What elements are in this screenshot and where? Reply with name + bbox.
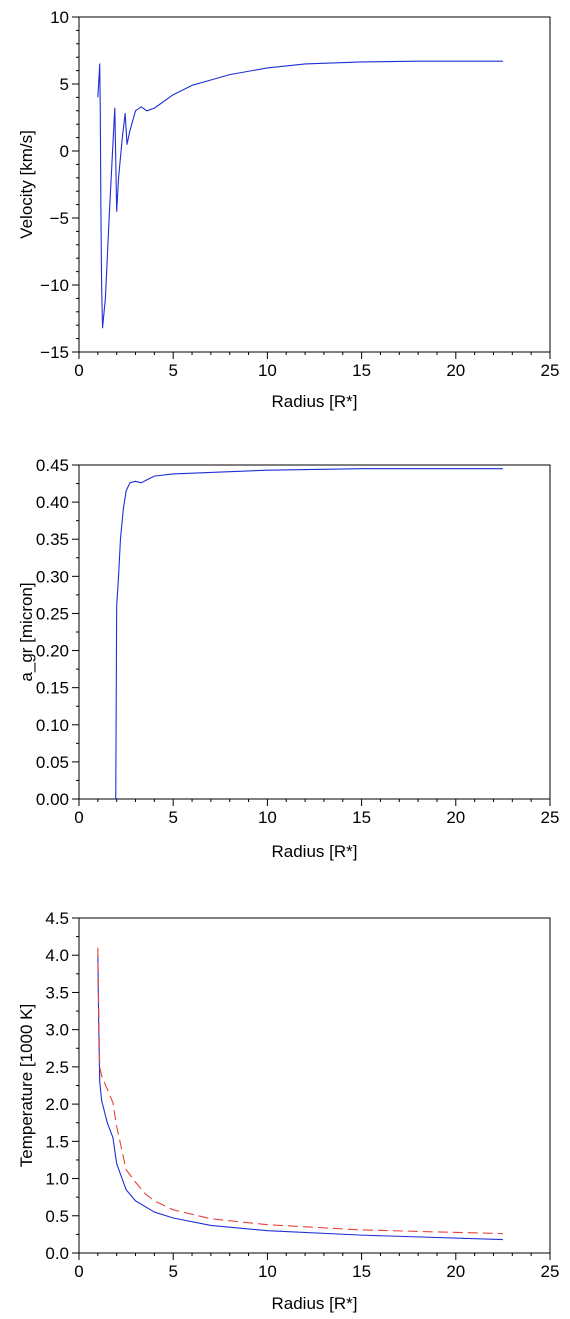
grain-radius-y-axis-title: a_gr [micron] <box>17 582 36 681</box>
grain-radius-series <box>115 468 503 800</box>
grain-radius-x-tick-label: 5 <box>168 808 177 827</box>
velocity-tick-labels: 0 5 10 15 20 25 −15 −10 −5 0 5 10 <box>40 8 559 380</box>
velocity-x-tick-label: 20 <box>446 361 465 380</box>
velocity-ticks <box>72 16 551 359</box>
velocity-y-tick-label: 0 <box>60 142 69 161</box>
velocity-x-axis-title: Radius [R*] <box>272 392 358 411</box>
grain-radius-x-tick-label: 15 <box>352 808 371 827</box>
velocity-series-line-0 <box>97 60 503 329</box>
temperature-y-tick-label: 1.5 <box>45 1132 69 1151</box>
velocity-x-tick-label: 5 <box>168 361 177 380</box>
grain-radius-x-axis-title: Radius [R*] <box>272 842 358 861</box>
velocity-x-tick-label: 10 <box>258 361 277 380</box>
grain-radius-y-tick-label: 0.00 <box>36 790 69 809</box>
temperature-ticks <box>72 917 551 1260</box>
grain-radius-y-tick-label: 0.05 <box>36 753 69 772</box>
grain-radius-chart: 0 5 10 15 20 25 0.00 0.05 0.10 0.15 0.20 0.25 0.30 0.… <box>17 456 559 861</box>
velocity-y-tick-label: −10 <box>40 276 69 295</box>
velocity-x-tick-label: 25 <box>541 361 560 380</box>
temperature-tick-labels: 0 5 10 15 20 25 0.0 0.5 1.0 1.5 2.0 2.5 3.0 3.5 4.0 4.5 <box>45 909 559 1281</box>
temperature-plot-frame <box>78 917 551 1254</box>
grain-radius-y-tick-label: 0.15 <box>36 679 69 698</box>
temperature-x-tick-label: 5 <box>168 1262 177 1281</box>
grain-radius-x-tick-label: 0 <box>74 808 83 827</box>
temperature-series-line-1 <box>97 947 503 1235</box>
velocity-y-tick-label: −15 <box>40 343 69 362</box>
velocity-x-tick-label: 0 <box>74 361 83 380</box>
temperature-y-tick-label: 0.0 <box>45 1244 69 1263</box>
grain-radius-y-tick-label: 0.10 <box>36 716 69 735</box>
temperature-x-tick-label: 25 <box>541 1262 560 1281</box>
grain-radius-y-tick-label: 0.40 <box>36 493 69 512</box>
temperature-y-axis-title: Temperature [1000 K] <box>17 1004 36 1167</box>
temperature-x-tick-label: 0 <box>74 1262 83 1281</box>
velocity-y-tick-label: 10 <box>50 8 69 27</box>
temperature-y-tick-label: 3.0 <box>45 1021 69 1040</box>
grain-radius-y-tick-label: 0.45 <box>36 456 69 475</box>
grain-radius-tick-labels: 0 5 10 15 20 25 0.00 0.05 0.10 0.15 0.20 0.25 0.30 0.… <box>36 456 560 827</box>
velocity-y-tick-label: −5 <box>50 209 69 228</box>
temperature-y-tick-label: 4.5 <box>45 909 69 928</box>
grain-radius-x-tick-label: 25 <box>541 808 560 827</box>
grain-radius-plot-frame <box>78 464 551 800</box>
temperature-x-axis-title: Radius [R*] <box>272 1294 358 1313</box>
velocity-chart: 0 5 10 15 20 25 −15 −10 −5 0 5 10 Radius [R*] Veloc… <box>17 8 559 411</box>
velocity-y-tick-label: 5 <box>60 75 69 94</box>
temperature-y-tick-label: 3.5 <box>45 983 69 1002</box>
temperature-series-line-0 <box>97 955 503 1241</box>
temperature-x-tick-label: 20 <box>446 1262 465 1281</box>
velocity-x-tick-label: 15 <box>352 361 371 380</box>
velocity-plot-frame <box>78 16 551 353</box>
grain-radius-ticks <box>72 464 551 806</box>
grain-radius-y-tick-label: 0.25 <box>36 604 69 623</box>
temperature-x-tick-label: 10 <box>258 1262 277 1281</box>
temperature-y-tick-label: 2.5 <box>45 1058 69 1077</box>
temperature-y-tick-label: 1.0 <box>45 1170 69 1189</box>
temperature-series <box>97 947 503 1241</box>
temperature-y-tick-label: 2.0 <box>45 1095 69 1114</box>
temperature-x-tick-label: 15 <box>352 1262 371 1281</box>
grain-radius-x-tick-label: 20 <box>446 808 465 827</box>
grain-radius-y-tick-label: 0.35 <box>36 530 69 549</box>
grain-radius-x-tick-label: 10 <box>258 808 277 827</box>
temperature-y-tick-label: 4.0 <box>45 946 69 965</box>
temperature-y-tick-label: 0.5 <box>45 1207 69 1226</box>
grain-radius-y-tick-label: 0.30 <box>36 567 69 586</box>
grain-radius-series-line-0 <box>115 468 503 800</box>
velocity-y-axis-title: Velocity [km/s] <box>17 130 36 239</box>
grain-radius-y-tick-label: 0.20 <box>36 642 69 661</box>
temperature-chart: 0 5 10 15 20 25 0.0 0.5 1.0 1.5 2.0 2.5 3.0 3.5 4.0 4.5… <box>17 909 559 1313</box>
velocity-series <box>97 60 503 329</box>
